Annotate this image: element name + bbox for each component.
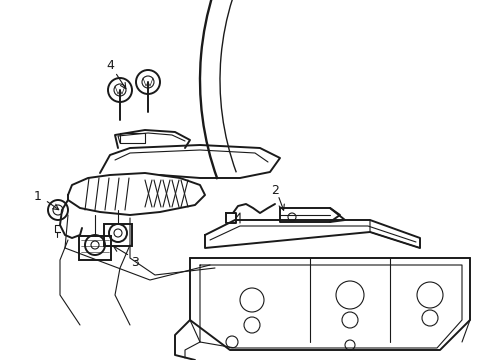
- Text: 3: 3: [131, 256, 139, 269]
- Bar: [79, 236, 111, 260]
- Bar: [104, 224, 132, 246]
- Text: 4: 4: [106, 59, 114, 72]
- Text: 2: 2: [270, 184, 278, 197]
- Text: 1: 1: [34, 189, 42, 202]
